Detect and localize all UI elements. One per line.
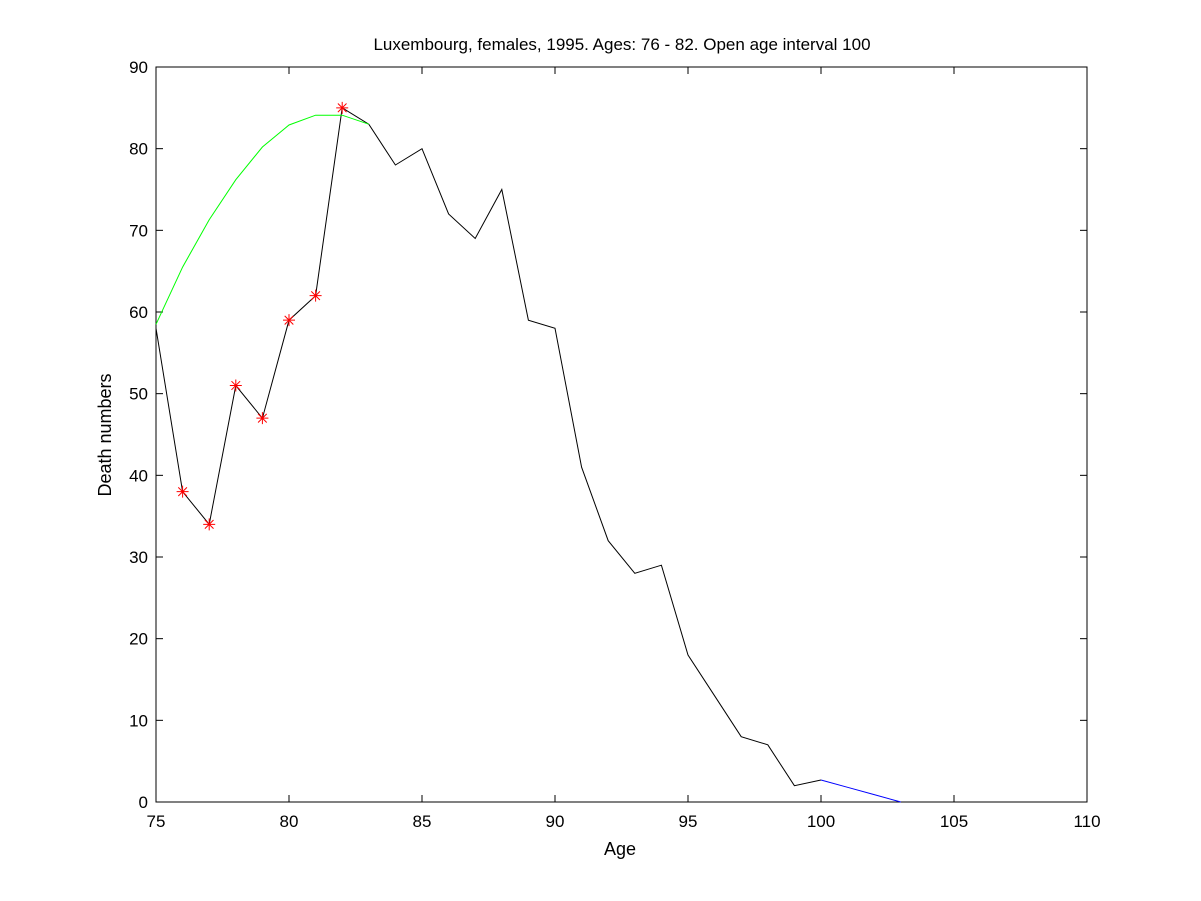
asterisk-marker — [256, 412, 269, 425]
observed-deaths-line — [155, 106, 822, 787]
y-tick-label: 90 — [129, 58, 148, 77]
x-tick-label: 75 — [147, 812, 166, 831]
fitted-curve-line — [155, 114, 369, 325]
y-tick-label: 10 — [129, 711, 148, 730]
y-tick-label: 20 — [129, 630, 148, 649]
x-tick-label: 80 — [280, 812, 299, 831]
asterisk-marker — [176, 485, 189, 498]
y-tick-label: 0 — [139, 793, 148, 812]
y-tick-label: 30 — [129, 548, 148, 567]
asterisk-marker — [309, 289, 322, 302]
y-tick-label: 50 — [129, 385, 148, 404]
asterisk-marker — [283, 314, 295, 327]
x-tick-label: 90 — [546, 812, 565, 831]
y-tick-label: 40 — [129, 466, 148, 485]
asterisk-marker — [203, 518, 216, 531]
chart-title: Luxembourg, females, 1995. Ages: 76 - 82… — [373, 35, 870, 54]
x-tick-label: 85 — [413, 812, 432, 831]
asterisk-marker — [336, 101, 349, 114]
axes-box — [155, 66, 1088, 803]
asterisk-marker — [229, 379, 242, 392]
y-axis-label: Death numbers — [95, 373, 115, 496]
y-tick-label: 60 — [129, 303, 148, 322]
x-tick-label: 105 — [940, 812, 968, 831]
extrapolated-line — [820, 779, 901, 803]
y-tick-label: 80 — [129, 140, 148, 159]
x-tick-label: 100 — [807, 812, 835, 831]
plot-area: 75 80 85 90 95 100 105 110 0 10 20 30 40 50 60 70 80 90 — [129, 58, 1100, 831]
y-tick-label: 70 — [129, 221, 148, 240]
x-tick-label: 110 — [1073, 812, 1100, 831]
x-tick-label: 95 — [679, 812, 698, 831]
x-axis-label: Age — [604, 839, 636, 859]
